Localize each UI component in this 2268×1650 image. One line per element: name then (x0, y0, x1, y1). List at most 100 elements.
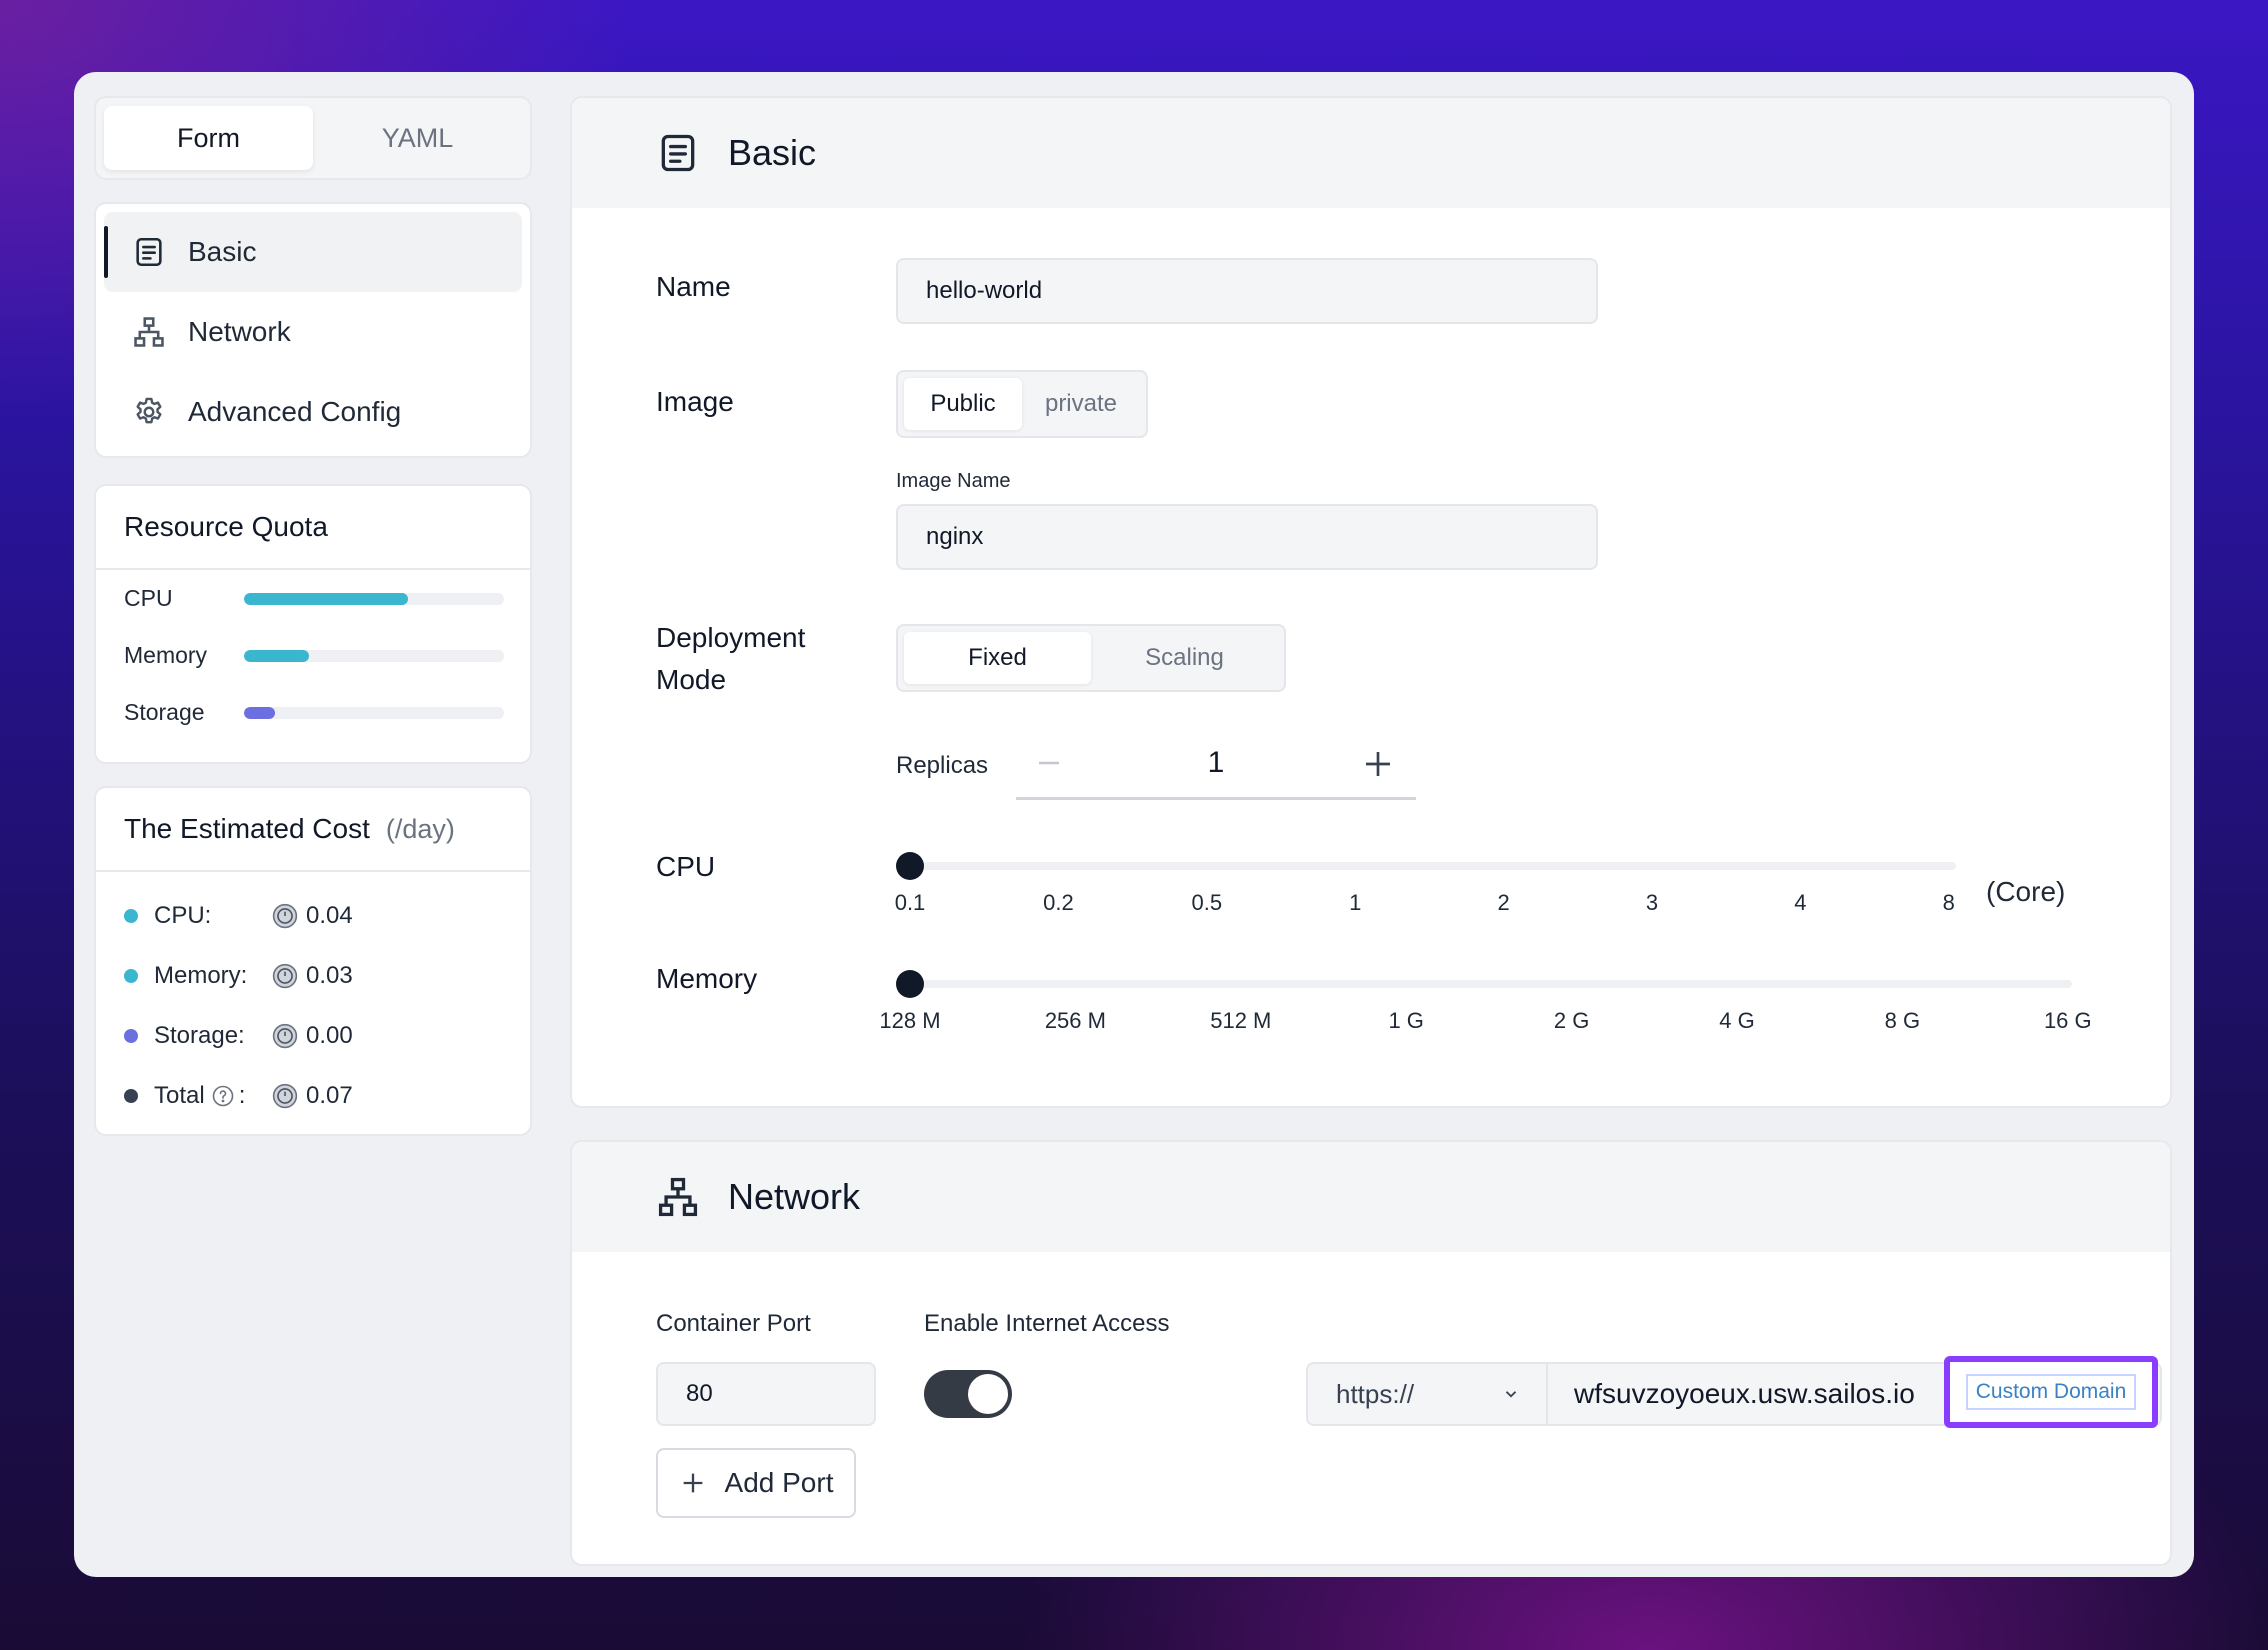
cpu-tick-label[interactable]: 1 (1349, 890, 1362, 915)
add-port-label: Add Port (724, 1467, 834, 1498)
cost-total-colon: : (238, 1082, 246, 1109)
quota-label: CPU (124, 585, 173, 611)
slider-handle[interactable] (896, 852, 924, 880)
image-option-public[interactable]: Public (904, 378, 1022, 430)
memory-tick-label[interactable]: 16 G (2043, 1008, 2092, 1033)
cost-label: Total : (154, 1082, 272, 1110)
cpu-tick-label[interactable]: 0.2 (1043, 890, 1074, 915)
image-type-toggle: Public private (896, 370, 1148, 438)
deploy-option-fixed[interactable]: Fixed (904, 632, 1091, 684)
quota-bar-fill (244, 649, 309, 662)
coin-icon (272, 903, 298, 929)
nav-item-basic[interactable]: Basic (104, 212, 522, 292)
image-option-private[interactable]: private (1044, 390, 1118, 417)
cpu-unit: (Core) (1986, 876, 2066, 907)
section-nav: Basic Network Advanced Config (94, 202, 532, 458)
replicas-value[interactable]: 1 (1207, 746, 1225, 779)
plus-icon (1366, 752, 1390, 776)
estimated-cost-heading: The Estimated Cost (124, 813, 370, 844)
memory-tick-label[interactable]: 2 G (1553, 1008, 1590, 1033)
cost-value: 0.07 (306, 1082, 353, 1109)
cpu-tick-label[interactable]: 2 (1497, 890, 1510, 915)
image-name-input[interactable]: nginx (896, 504, 1598, 570)
legend-dot (124, 1029, 138, 1043)
replicas-stepper: 1 (1016, 734, 1416, 800)
memory-tick-label[interactable]: 256 M (1044, 1008, 1106, 1033)
cost-label: Memory: (154, 962, 248, 989)
resource-quota-title: Resource Quota (96, 486, 530, 570)
internet-access-label: Enable Internet Access (924, 1310, 1170, 1337)
cost-value: 0.03 (306, 962, 353, 989)
plus-button[interactable] (1362, 748, 1394, 780)
name-label: Name (656, 271, 731, 302)
slider-track (906, 862, 1956, 870)
minus-button[interactable] (1034, 748, 1064, 778)
quota-label: Storage (124, 699, 205, 725)
image-label: Image (656, 386, 734, 417)
cost-label: Storage: (154, 1022, 245, 1049)
quota-bar (244, 649, 504, 662)
cpu-tick-label[interactable]: 8 (1942, 890, 1955, 915)
quota-row-memory: Memory (96, 627, 530, 684)
cost-total-label: Total (154, 1082, 205, 1109)
deployment-mode-label-line2: Mode (656, 664, 727, 695)
nav-item-network[interactable]: Network (104, 292, 522, 372)
deployment-mode-label: Deployment Mode (656, 617, 805, 701)
memory-tick-label[interactable]: 128 M (879, 1008, 941, 1033)
deployment-mode-toggle: Fixed Scaling (896, 624, 1286, 692)
quota-bar (244, 592, 504, 605)
document-icon (136, 237, 162, 267)
basic-section: Basic Name hello-world Image Public priv… (570, 96, 2172, 1108)
network-section-header: Network (572, 1142, 2170, 1252)
app-window: Form YAML Basic Network Advanced Config … (74, 72, 2194, 1577)
memory-tick-label[interactable]: 1 G (1388, 1008, 1424, 1033)
add-port-button[interactable]: Add Port (656, 1448, 856, 1518)
tab-form[interactable]: Form (104, 106, 313, 170)
name-input[interactable]: hello-world (896, 258, 1598, 324)
quota-bar (244, 706, 504, 719)
cost-row-total: Total : 0.07 (96, 1066, 530, 1126)
view-tabs: Form YAML (94, 96, 532, 180)
nav-item-label: Advanced Config (188, 396, 402, 427)
container-port-input[interactable]: 80 (656, 1362, 876, 1426)
internet-access-toggle[interactable] (924, 1370, 1012, 1418)
cost-row-cpu: CPU: 0.04 (96, 886, 530, 946)
tab-yaml[interactable]: YAML (381, 122, 454, 153)
quota-bar-fill (244, 592, 408, 605)
legend-dot (124, 1089, 138, 1103)
protocol-value: https:// (1336, 1378, 1415, 1409)
memory-tick-label[interactable]: 4 G (1719, 1008, 1755, 1033)
document-icon (661, 134, 695, 172)
estimated-cost-unit: (/day) (385, 813, 455, 844)
quota-bar-fill (244, 706, 276, 719)
quota-row-storage: Storage (96, 684, 530, 741)
memory-tick-label[interactable]: 8 G (1884, 1008, 1921, 1033)
deployment-mode-label-line1: Deployment (656, 622, 806, 653)
section-title: Network (728, 1176, 861, 1217)
quota-row-cpu: CPU (96, 570, 530, 627)
memory-tick-label[interactable]: 512 M (1210, 1008, 1272, 1033)
gear-icon (136, 397, 162, 424)
quota-label: Memory (124, 642, 208, 668)
cpu-tick-label[interactable]: 0.5 (1191, 890, 1223, 915)
estimated-cost-title: The Estimated Cost (/day) (96, 788, 530, 872)
replicas-label: Replicas (896, 752, 989, 779)
custom-domain-button[interactable]: Custom Domain (1944, 1356, 2158, 1428)
deploy-option-scaling[interactable]: Scaling (1145, 644, 1224, 671)
basic-section-header: Basic (572, 98, 2170, 208)
cpu-tick-label[interactable]: 0.1 (894, 890, 926, 915)
coin-icon (272, 963, 298, 989)
nav-item-advanced-config[interactable]: Advanced Config (104, 372, 522, 452)
cost-label: CPU: (154, 902, 212, 929)
cost-value: 0.04 (306, 902, 353, 929)
domain-host[interactable]: wfsuvzoyoeux.usw.sailos.io (1574, 1378, 1915, 1409)
chevron-down-icon (1505, 1391, 1517, 1398)
cpu-tick-label[interactable]: 3 (1645, 890, 1659, 915)
help-icon[interactable] (211, 1084, 235, 1108)
custom-domain-label: Custom Domain (1965, 1374, 2137, 1410)
protocol-select[interactable]: https:// (1308, 1364, 1548, 1424)
slider-handle[interactable] (896, 970, 924, 998)
cpu-tick-label[interactable]: 4 (1794, 890, 1807, 915)
nav-item-label: Network (188, 316, 291, 347)
minus-icon (1039, 761, 1059, 765)
